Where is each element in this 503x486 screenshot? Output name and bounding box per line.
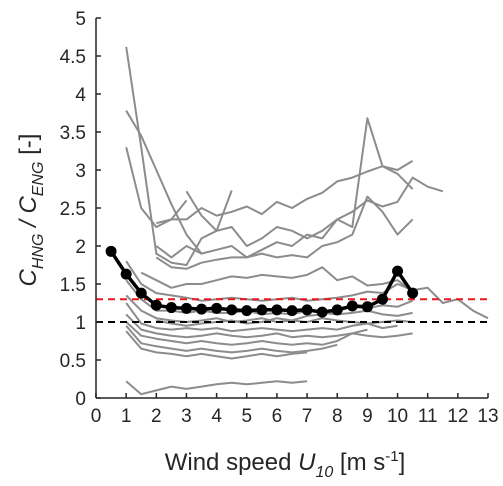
y-tick-label: 4.5 [60,47,86,68]
mean-point-7 [196,303,208,315]
series-line-2 [125,110,203,255]
mean-point-17 [346,300,358,312]
y-tick-label: 2 [75,237,86,258]
x-axis-label-sub: 10 [315,464,333,481]
x-tick-label: 2 [151,406,162,427]
x-tick-label: 9 [362,406,373,427]
y-axis-label: CHNG / CENG [-] [15,134,47,287]
x-axis-label-unit: [m s [333,449,385,476]
y-tick-label: 3.5 [60,123,86,144]
x-axis-label-var: U [298,449,316,476]
x-tick-label: 12 [447,406,468,427]
mean-point-3 [135,287,147,299]
reference-lines-group [96,298,488,323]
series-line-6 [155,117,414,259]
y-axis-label-s2: ENG [30,162,47,197]
mean-point-19 [376,293,388,305]
y-axis-label-unit: [-] [15,134,42,162]
mean-point-2 [120,268,132,280]
x-tick-label: 13 [477,406,498,427]
series-line-13 [125,313,413,339]
x-tick-label: 5 [241,406,252,427]
series-line-1 [125,46,233,266]
y-tick-label: 5 [75,9,86,30]
series-line-5 [185,176,444,247]
x-tick-label: 6 [272,406,283,427]
y-axis-label-mid: / C [15,196,42,234]
x-tick-label: 7 [302,406,313,427]
x-axis-label-close: ] [399,449,406,476]
mean-point-6 [180,302,192,314]
series-line-8 [140,266,414,293]
mean-point-10 [241,305,253,317]
mean-series-group [105,245,419,318]
series-line-16 [125,330,308,360]
y-tick-label: 3 [75,161,86,182]
mean-point-13 [286,305,298,317]
y-tick-label: 4 [75,85,86,106]
mean-point-15 [316,306,328,318]
x-axis-label: Wind speed U10 [m s-1] [165,448,406,481]
y-axis-label-c1: C [15,268,42,286]
series-line-12 [125,302,398,333]
y-axis-label-s1: HNG [30,234,47,270]
mean-point-20 [392,265,404,277]
series-line-3 [125,146,188,228]
y-tick-label: 2.5 [60,199,86,220]
y-tick-label: 1.5 [60,275,86,296]
series-line-7 [155,195,414,270]
mean-point-4 [150,299,162,311]
mean-point-21 [407,287,419,299]
x-tick-label: 1 [121,406,132,427]
mean-point-8 [211,302,223,314]
x-axis-label-sup: -1 [385,448,398,465]
mean-point-12 [271,304,283,316]
series-line-9 [125,260,489,320]
mean-point-1 [105,245,117,257]
series-line-18 [125,380,308,396]
y-tick-label: 0 [75,389,86,410]
mean-point-16 [331,304,343,316]
x-tick-label: 3 [181,406,192,427]
x-tick-label: 0 [91,406,102,427]
x-tick-label: 10 [387,406,408,427]
x-tick-label: 4 [211,406,222,427]
x-axis-label-main: Wind speed [165,449,298,476]
mean-point-5 [165,302,177,314]
x-tick-label: 11 [418,406,438,427]
mean-point-14 [301,304,313,316]
series-line-14 [125,321,368,346]
y-tick-label: 1 [75,313,86,334]
mean-point-11 [256,304,268,316]
individual-series-group [125,46,489,396]
series-line-15 [125,325,338,354]
series-line-4 [156,165,414,225]
mean-point-9 [226,304,238,316]
y-tick-label: 0.5 [60,351,86,372]
x-tick-label: 8 [332,406,343,427]
mean-point-18 [361,301,373,313]
